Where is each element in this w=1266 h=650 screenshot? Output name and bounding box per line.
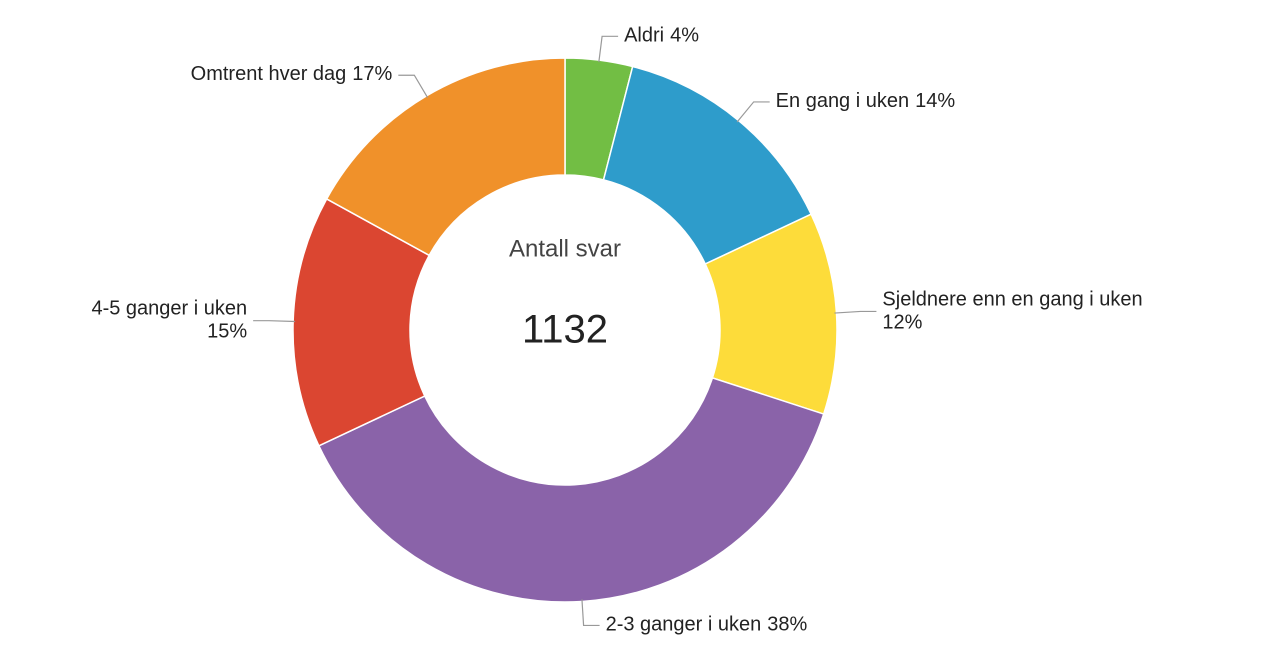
slice-value-label: 15%: [207, 321, 247, 343]
slice-value-label: 17%: [352, 64, 392, 86]
slice-category: Omtrent hver dag: [191, 64, 347, 86]
leader-line: [598, 35, 619, 63]
slice-category: Aldri: [624, 25, 664, 47]
slice-category: En gang i uken: [776, 90, 909, 112]
slice-label: En gang i uken 14%: [776, 90, 956, 112]
slice-category: 4-5 ganger i uken: [91, 298, 247, 320]
slice-value-label: 38%: [767, 614, 807, 636]
slice-label: Omtrent hver dag 17%: [191, 64, 393, 86]
leader-line: [834, 310, 877, 314]
center-value: 1132: [522, 308, 608, 352]
slice-label: Aldri 4%: [624, 25, 699, 47]
leader-line: [736, 101, 770, 123]
slice-label: 4-5 ganger i uken 15%: [91, 298, 247, 343]
slice-category: Sjeldnere enn en gang i uken: [882, 289, 1142, 311]
slice-label: 2-3 ganger i uken 38%: [606, 614, 808, 636]
slice-value-label: 4%: [670, 25, 699, 47]
slice-category: 2-3 ganger i uken: [606, 614, 762, 636]
slice-label: Sjeldnere enn en gang i uken 12%: [882, 289, 1142, 334]
slice-value-label: 14%: [915, 90, 955, 112]
slice: [317, 376, 825, 603]
leader-line: [253, 320, 296, 323]
leader-line: [581, 599, 600, 627]
leader-line: [398, 74, 429, 98]
slice: [325, 57, 566, 257]
center-title: Antall svar: [509, 235, 621, 262]
slice-value-label: 12%: [882, 312, 922, 334]
